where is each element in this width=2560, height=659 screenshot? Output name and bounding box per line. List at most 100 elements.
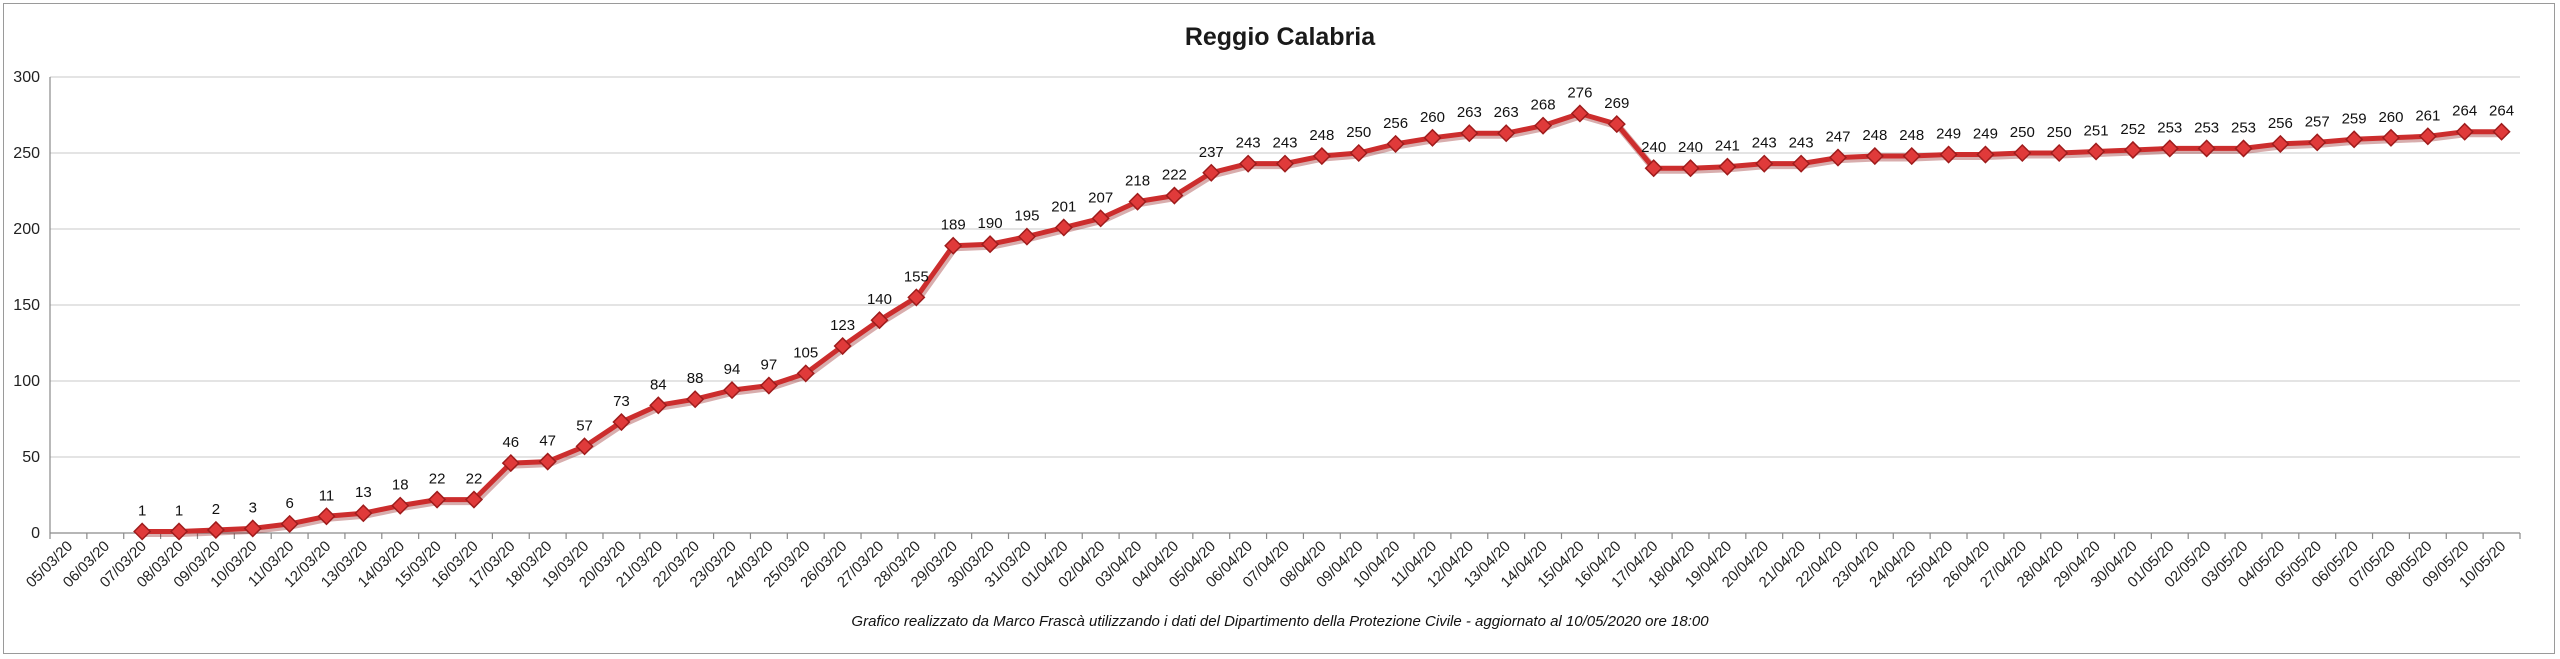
data-label: 264	[2452, 103, 2477, 120]
data-label: 260	[2378, 109, 2403, 126]
series-line-shadow	[140, 112, 2507, 537]
y-tick-label: 150	[13, 297, 40, 314]
data-label: 250	[1346, 124, 1371, 141]
data-label: 276	[1567, 84, 1592, 101]
x-axis-ticks: 05/03/2006/03/2007/03/2008/03/2009/03/20…	[23, 538, 2509, 591]
data-label: 243	[1236, 135, 1261, 152]
data-label: 123	[830, 317, 855, 334]
data-point-marker	[2492, 122, 2511, 141]
series-line	[139, 111, 2505, 534]
data-label: 57	[576, 417, 593, 434]
data-label: 1	[138, 502, 146, 519]
data-point-marker	[2234, 139, 2253, 158]
data-point-marker	[2381, 128, 2401, 147]
data-label: 6	[285, 495, 293, 512]
data-label: 257	[2305, 113, 2330, 130]
data-point-marker	[1828, 148, 1848, 167]
chart-footnote: Grafico realizzato da Marco Frascà utili…	[851, 613, 1709, 630]
data-label: 268	[1531, 97, 1556, 114]
data-point-marker	[317, 507, 336, 526]
data-label: 237	[1199, 144, 1224, 161]
data-label: 241	[1715, 138, 1740, 155]
data-point-marker	[1165, 186, 1184, 205]
data-label: 11	[319, 487, 335, 504]
data-label: 2	[212, 501, 220, 518]
data-label: 201	[1051, 198, 1076, 215]
data-point-marker	[1460, 124, 1479, 143]
data-point-marker	[206, 520, 225, 540]
y-axis-ticks: 0 50 100 150 200 250 300	[13, 69, 40, 542]
data-label: 195	[1014, 208, 1039, 225]
data-label: 240	[1641, 139, 1666, 156]
data-label: 256	[2268, 115, 2293, 132]
data-point-marker	[944, 236, 963, 255]
data-label: 248	[1309, 127, 1334, 144]
data-point-marker	[759, 376, 778, 395]
data-label: 251	[2084, 122, 2109, 139]
data-point-marker	[1792, 154, 1811, 173]
data-point-marker	[1497, 124, 1516, 143]
data-label: 22	[466, 471, 483, 488]
data-label: 249	[1973, 126, 1998, 143]
data-label: 240	[1678, 139, 1703, 156]
data-point-marker	[501, 454, 520, 473]
data-label: 18	[392, 477, 409, 494]
data-label: 247	[1825, 129, 1850, 146]
data-label: 140	[867, 291, 892, 308]
data-label: 249	[1936, 126, 1961, 143]
data-label: 259	[2342, 110, 2367, 127]
data-label: 22	[429, 471, 446, 488]
data-point-marker	[1312, 146, 1331, 166]
data-point-marker	[1054, 218, 1073, 237]
data-point-marker	[464, 490, 484, 509]
y-tick-label: 50	[22, 449, 40, 466]
data-label: 243	[1272, 135, 1297, 152]
data-label: 105	[793, 344, 818, 361]
data-label: 218	[1125, 173, 1150, 190]
data-point-marker	[1755, 154, 1774, 173]
data-label: 248	[1862, 127, 1887, 144]
data-label: 250	[2010, 124, 2035, 141]
data-label: 252	[2120, 121, 2145, 138]
data-point-marker	[1681, 159, 1700, 178]
data-label: 261	[2415, 107, 2440, 124]
data-point-marker	[686, 390, 705, 409]
data-label: 250	[2047, 124, 2072, 141]
data-point-marker	[2418, 127, 2437, 146]
data-label: 269	[1604, 95, 1629, 112]
data-point-marker	[796, 364, 815, 383]
data-point-marker	[1423, 128, 1442, 147]
data-point-marker	[2455, 122, 2474, 141]
data-label: 1	[175, 502, 183, 519]
data-label: 94	[724, 361, 741, 378]
data-point-marker	[2308, 133, 2327, 152]
data-label: 253	[2157, 119, 2182, 136]
y-tick-label: 250	[13, 145, 40, 162]
data-point-marker	[1275, 154, 1295, 173]
data-point-marker	[1718, 157, 1737, 176]
data-point-marker	[1865, 146, 1884, 166]
data-point-marker	[1644, 159, 1663, 178]
data-point-marker	[391, 496, 410, 515]
data-label: 253	[2194, 119, 2219, 136]
data-point-marker	[354, 504, 373, 523]
data-point-marker	[2123, 140, 2142, 160]
data-point-marker	[907, 288, 926, 307]
data-label: 47	[539, 433, 556, 450]
data-point-marker	[981, 235, 1000, 254]
data-label: 260	[1420, 109, 1445, 126]
data-point-marker	[2013, 143, 2032, 163]
data-label: 46	[502, 434, 519, 451]
data-point-marker	[833, 336, 852, 356]
data-point-marker	[612, 412, 631, 432]
series-markers	[133, 104, 2511, 541]
data-point-marker	[2197, 139, 2216, 158]
data-label: 256	[1383, 115, 1408, 132]
data-label: 243	[1752, 135, 1777, 152]
data-label: 243	[1789, 135, 1814, 152]
data-label: 189	[941, 217, 966, 234]
data-label: 264	[2489, 103, 2514, 120]
data-label: 253	[2231, 119, 2256, 136]
